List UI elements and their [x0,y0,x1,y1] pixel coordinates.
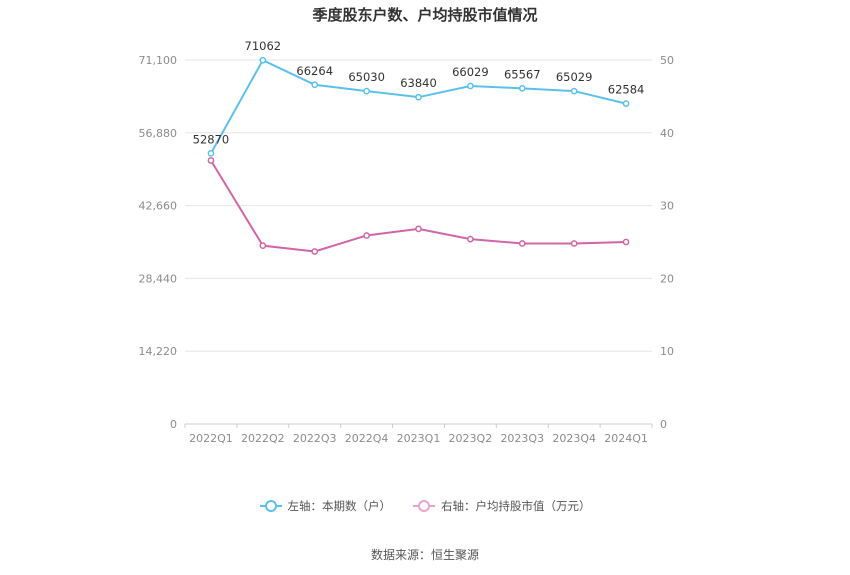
x-tick-label: 2024Q1 [604,432,648,445]
data-point-left [207,149,215,157]
x-tick-label: 2023Q2 [449,432,493,445]
x-tick-label: 2023Q4 [552,432,596,445]
data-label: 62584 [608,83,645,97]
data-point-right [207,157,215,164]
legend-item-right-series[interactable]: 右轴：户均持股市值（万元） [413,498,591,514]
right-tick-label: 20 [660,272,674,285]
data-point-left [570,87,578,95]
data-label: 66029 [452,65,489,79]
x-axis-ticks: 2022Q1 2022Q2 2022Q3 2022Q4 2023Q1 2023Q2 2023… [184,424,653,445]
x-tick-label: 2022Q3 [293,432,337,445]
data-labels: 52870 71062 66264 65030 63840 66029 65567 65029… [193,39,645,146]
left-tick-label: 42,660 [139,200,178,213]
data-point-right [467,235,474,243]
data-point-right [570,240,578,247]
legend: 左轴：本期数（户） 右轴：户均持股市值（万元） [0,498,850,514]
data-point-right [311,248,319,255]
line-chart: 0 14,220 28,440 42,660 56,880 71,100 0 10 20 30 4… [139,39,675,445]
left-tick-label: 14,220 [139,345,178,358]
left-axis-ticks: 0 14,220 28,440 42,660 56,880 71,100 [139,54,178,431]
left-tick-label: 28,440 [139,272,178,285]
legend-swatch-right [413,499,435,513]
data-label: 65030 [348,70,385,84]
data-point-left [363,87,370,95]
x-tick-label: 2023Q1 [397,432,441,445]
data-point-left [467,82,474,90]
data-point-left [259,56,267,64]
data-point-right [518,240,526,247]
data-label: 66264 [296,64,333,78]
legend-swatch-left [259,499,282,513]
legend-label-right: 右轴：户均持股市值（万元） [441,499,591,513]
legend-label-left: 左轴：本期数（户） [287,499,392,513]
x-tick-label: 2022Q4 [345,432,389,445]
left-tick-label: 56,880 [139,127,178,140]
legend-item-left-series[interactable]: 左轴：本期数（户） [259,498,392,514]
x-tick-label: 2022Q1 [189,432,233,445]
data-label: 52870 [193,132,230,146]
data-point-left [311,81,319,89]
x-tick-label: 2023Q3 [500,432,544,445]
right-tick-label: 30 [660,200,674,213]
chart-title: 季度股东户数、户均持股市值情况 [312,6,538,24]
data-point-left [415,93,422,101]
left-tick-label: 0 [170,418,177,431]
right-tick-label: 40 [660,127,674,140]
data-point-right [259,242,267,249]
x-tick-label: 2022Q2 [241,432,285,445]
data-source: 数据来源：恒生聚源 [370,548,479,562]
series-layer [207,56,630,255]
right-tick-label: 0 [660,418,667,431]
left-tick-label: 71,100 [139,54,178,67]
data-label: 65567 [504,67,541,81]
data-label: 65029 [556,70,593,84]
data-point-left [518,84,526,92]
data-label: 71062 [245,39,282,53]
right-tick-label: 10 [660,345,674,358]
data-label: 63840 [400,76,437,90]
grid-lines [185,59,652,425]
data-point-left [622,100,630,107]
right-tick-label: 50 [660,54,674,67]
right-axis-ticks: 0 10 20 30 40 50 [660,54,674,431]
data-point-right [622,238,630,246]
data-point-right [415,225,422,233]
data-point-right [363,232,370,239]
